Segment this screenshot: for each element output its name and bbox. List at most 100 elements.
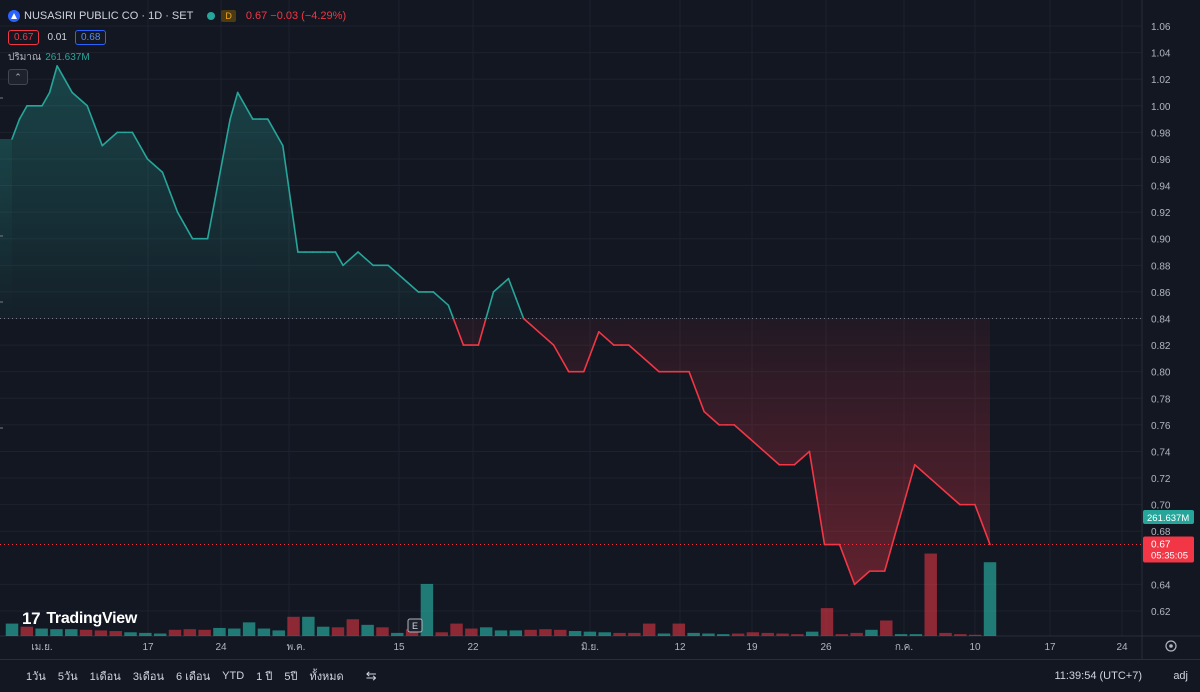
range-ytd-button[interactable]: YTD xyxy=(222,670,245,682)
line-segment xyxy=(846,563,856,586)
line-segment xyxy=(289,198,299,253)
volume-bar xyxy=(968,634,982,636)
volume-bar xyxy=(242,622,256,636)
line-segment xyxy=(409,284,420,293)
line-segment xyxy=(184,224,194,240)
calendar-range-icon[interactable]: ⇆ xyxy=(365,668,377,683)
line-segment xyxy=(628,344,638,353)
line-segment xyxy=(71,91,81,100)
adj-toggle[interactable]: adj xyxy=(1173,670,1188,682)
line-segment xyxy=(748,437,758,446)
line-segment xyxy=(643,357,653,366)
price-tag xyxy=(1143,536,1194,563)
volume-bar xyxy=(124,632,137,636)
line-segment xyxy=(101,138,111,147)
countdown-label: 05:35:05 xyxy=(1151,551,1188,562)
line-segment xyxy=(342,257,352,267)
volume-bar xyxy=(954,634,967,636)
bid-price[interactable]: 0.67 xyxy=(8,30,40,45)
line-segment xyxy=(154,164,164,174)
line-segment xyxy=(131,131,141,147)
line-segment xyxy=(522,317,532,326)
line-segment xyxy=(161,171,171,193)
volume-bar xyxy=(983,562,997,636)
range-1d-button[interactable]: 1วัน xyxy=(26,671,46,683)
clock-timezone[interactable]: 11:39:54 (UTC+7) xyxy=(1054,670,1142,682)
line-segment xyxy=(936,483,946,493)
volume-bar xyxy=(598,632,611,636)
range-1y-button[interactable]: 1 ปี xyxy=(256,671,273,683)
line-segment xyxy=(266,118,277,134)
volume-bar xyxy=(924,553,937,636)
volume-bar xyxy=(894,634,908,636)
line-segment xyxy=(176,211,186,227)
line-segment xyxy=(951,497,961,506)
up-area xyxy=(12,65,990,319)
volume-bar xyxy=(213,627,226,636)
line-segment xyxy=(221,118,231,160)
price-tick-label: 0.92 xyxy=(1151,208,1171,219)
volume-bar xyxy=(494,630,508,636)
tradingview-watermark[interactable]: 17 TradingView xyxy=(22,609,137,629)
volume-bar xyxy=(346,619,360,636)
volume-bar xyxy=(35,628,48,636)
exchange-logo-icon xyxy=(8,10,20,22)
volume-bar xyxy=(331,627,345,636)
range-5y-button[interactable]: 5ปี xyxy=(284,671,298,683)
line-segment xyxy=(63,78,73,94)
volume-bar xyxy=(257,628,271,636)
earnings-marker[interactable] xyxy=(407,618,423,633)
line-segment xyxy=(455,324,465,346)
time-tick-label: 19 xyxy=(746,642,758,653)
volume-bar xyxy=(657,633,671,636)
line-segment xyxy=(349,251,359,260)
volume-bar xyxy=(628,632,641,636)
line-segment xyxy=(808,450,818,499)
range-6m-button[interactable]: 6 เดือน xyxy=(175,671,211,683)
line-segment xyxy=(981,523,991,546)
last-quote: 0.67 −0.03 (−4.29%) xyxy=(245,10,347,22)
line-segment xyxy=(357,251,367,260)
range-all-button[interactable]: ทั้งหมด xyxy=(309,671,344,683)
price-tick-label: 1.04 xyxy=(1151,49,1171,60)
symbol-title[interactable]: NUSASIRI PUBLIC CO · 1D · SET xyxy=(24,10,194,22)
interval-badge: D xyxy=(221,10,236,22)
price-tick-label: 0.68 xyxy=(1151,527,1171,538)
spread-value: 0.01 xyxy=(47,32,67,43)
line-segment xyxy=(169,191,179,213)
line-segment xyxy=(214,158,224,200)
ask-price[interactable]: 0.68 xyxy=(74,30,107,45)
volume-bar xyxy=(613,632,626,636)
volume-bar xyxy=(79,629,93,636)
time-tick-label: 15 xyxy=(393,642,405,653)
line-segment xyxy=(906,463,916,493)
line-segment xyxy=(274,131,284,147)
volume-bar xyxy=(405,629,419,636)
volume-tag-label: 261.637M xyxy=(1147,513,1189,524)
volume-bar xyxy=(509,630,523,636)
price-tick-label: 0.62 xyxy=(1151,607,1171,618)
range-5d-button[interactable]: 5วัน xyxy=(57,671,78,683)
volume-bar xyxy=(287,616,300,636)
line-segment xyxy=(921,470,931,479)
price-area-fill xyxy=(0,65,990,585)
time-tick-label: 10 xyxy=(969,642,981,653)
range-3m-button[interactable]: 3เดือน xyxy=(132,671,164,683)
line-segment xyxy=(109,131,119,140)
price-axis[interactable]: 1.06 1.04 1.02 1.00 0.98 0.96 0.94 0.92 0.90 0.88… xyxy=(1143,22,1194,618)
line-segment xyxy=(582,350,593,373)
line-segment xyxy=(545,337,555,346)
line-segment xyxy=(500,277,510,287)
volume-bar xyxy=(65,629,78,636)
collapse-legend-button[interactable]: ⌃ xyxy=(8,69,28,85)
price-line xyxy=(0,65,1142,586)
time-axis[interactable]: เม.ย. 17 24 พ.ค. 15 22 มิ.ย. 12 19 26 ก.ค. 10 17 24 xyxy=(31,640,1177,653)
range-1m-button[interactable]: 1เดือน xyxy=(89,671,121,683)
gear-icon[interactable] xyxy=(1165,640,1177,652)
volume-bar xyxy=(272,630,285,636)
price-tick-label: 0.82 xyxy=(1151,341,1171,352)
line-segment xyxy=(244,104,254,120)
line-segment xyxy=(41,91,51,107)
price-tick-label: 0.96 xyxy=(1151,155,1171,166)
